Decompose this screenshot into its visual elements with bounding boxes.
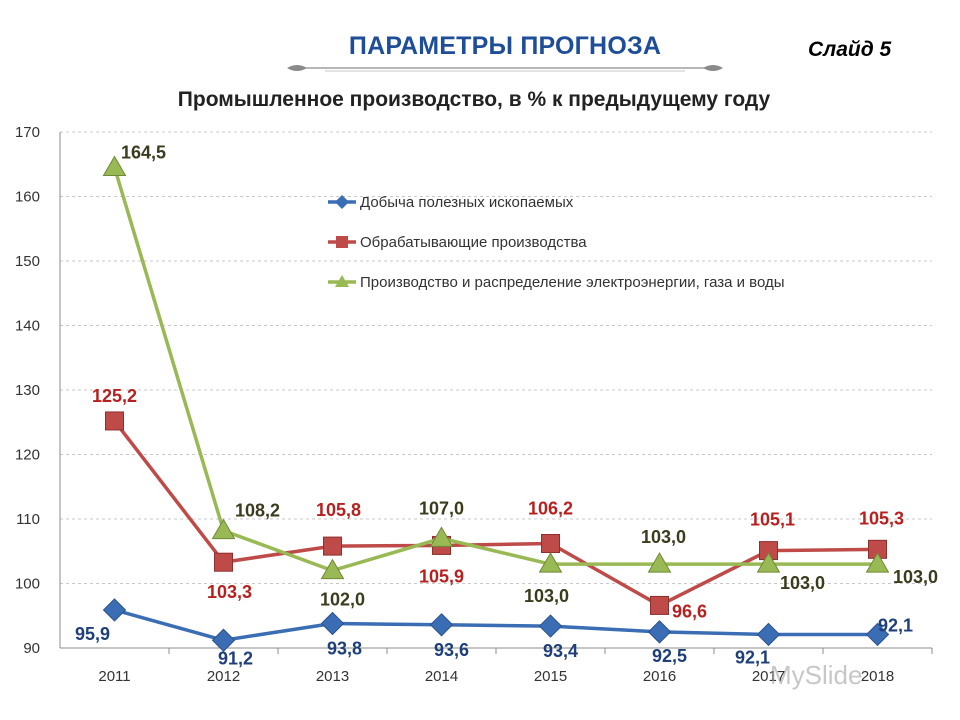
data-label: 108,2 [235, 501, 280, 521]
x-tick-label: 2015 [534, 668, 567, 685]
data-label: 105,1 [750, 510, 795, 530]
data-label: 125,2 [92, 386, 137, 406]
y-tick-label: 170 [15, 124, 40, 141]
data-label: 91,2 [218, 648, 253, 668]
data-label: 103,0 [641, 527, 686, 547]
slide-number: Слайд 5 [808, 38, 892, 61]
x-tick-label: 2017 [752, 668, 785, 685]
data-point [756, 552, 781, 573]
data-label: 106,2 [528, 499, 573, 519]
watermark: MySlide [770, 660, 863, 690]
data-point [538, 552, 563, 573]
data-label: 164,5 [121, 142, 166, 162]
y-tick-label: 130 [15, 382, 40, 399]
y-tick-label: 150 [15, 253, 40, 270]
data-label: 103,0 [893, 567, 938, 587]
x-tick-label: 2012 [207, 668, 240, 685]
data-label: 103,0 [524, 586, 569, 606]
y-tick-label: 140 [15, 318, 40, 335]
data-point [429, 613, 454, 637]
data-point [756, 622, 781, 647]
data-label: 96,6 [672, 601, 707, 621]
data-label: 95,9 [75, 624, 110, 644]
x-tick-label: 2018 [861, 668, 894, 685]
legend-marker [335, 195, 349, 209]
data-label: 92,1 [735, 647, 770, 667]
data-label: 105,3 [859, 508, 904, 528]
y-tick-label: 160 [15, 189, 40, 206]
data-label: 103,3 [207, 582, 252, 602]
data-point [102, 155, 127, 176]
x-tick-label: 2016 [643, 668, 676, 685]
data-point [647, 620, 672, 644]
data-point [211, 518, 236, 540]
data-point [538, 614, 563, 638]
data-point [647, 552, 672, 573]
data-point [102, 598, 127, 622]
data-point [865, 552, 890, 573]
x-tick-label: 2013 [316, 668, 349, 685]
data-point [429, 526, 454, 547]
data-label: 93,6 [434, 640, 469, 660]
x-tick-label: 2014 [425, 668, 458, 685]
data-label: 102,0 [320, 590, 365, 610]
data-label: 92,1 [878, 615, 913, 635]
chart-title: Промышленное производство, в % к предыду… [178, 88, 771, 111]
data-point [211, 628, 236, 652]
data-label: 107,0 [419, 498, 464, 518]
data-label: 93,8 [327, 638, 362, 658]
data-label: 92,5 [652, 646, 687, 666]
data-point [320, 611, 345, 636]
data-label: 103,0 [780, 573, 825, 593]
series-line-1 [114, 608, 878, 643]
y-tick-label: 120 [15, 447, 40, 464]
y-tick-label: 90 [23, 640, 40, 657]
y-tick-label: 110 [16, 511, 40, 528]
data-point [323, 536, 342, 556]
data-point [320, 558, 345, 580]
data-label: 93,4 [543, 641, 578, 661]
legend-label: Производство и распределение электроэнер… [360, 274, 785, 291]
data-point [650, 595, 669, 615]
legend-label: Обрабатывающие производства [360, 234, 587, 251]
data-point [105, 411, 124, 431]
data-label: 105,9 [419, 566, 464, 586]
data-point [541, 534, 560, 554]
legend-marker [335, 275, 349, 287]
legend-label: Добыча полезных ископаемых [360, 194, 574, 211]
title-divider [287, 65, 723, 72]
data-label: 105,8 [316, 500, 361, 520]
data-point [214, 552, 233, 572]
data-point [865, 622, 890, 647]
series-line-2 [113, 419, 878, 608]
y-tick-label: 100 [15, 576, 40, 593]
slide-title: ПАРАМЕТРЫ ПРОГНОЗА [348, 32, 662, 60]
x-tick-label: 2011 [98, 668, 130, 685]
legend-marker [336, 236, 348, 248]
series-line-3 [112, 166, 878, 573]
